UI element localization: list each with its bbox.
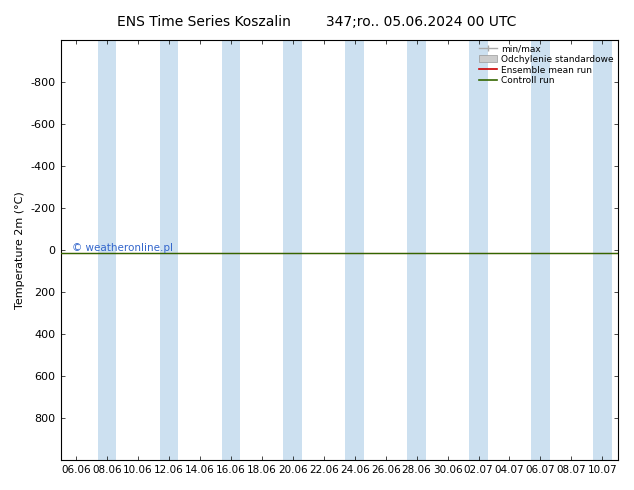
Y-axis label: Temperature 2m (°C): Temperature 2m (°C) <box>15 191 25 309</box>
Bar <box>346 40 364 460</box>
Bar <box>160 40 178 460</box>
Bar <box>469 40 488 460</box>
Bar <box>531 40 550 460</box>
Bar <box>221 40 240 460</box>
Text: ENS Time Series Koszalin        347;ro.. 05.06.2024 00 UTC: ENS Time Series Koszalin 347;ro.. 05.06.… <box>117 15 517 29</box>
Bar <box>407 40 426 460</box>
Bar <box>98 40 116 460</box>
Bar <box>593 40 612 460</box>
Text: © weatheronline.pl: © weatheronline.pl <box>72 243 172 253</box>
Legend: min/max, Odchylenie standardowe, Ensemble mean run, Controll run: min/max, Odchylenie standardowe, Ensembl… <box>477 42 615 87</box>
Bar <box>283 40 302 460</box>
